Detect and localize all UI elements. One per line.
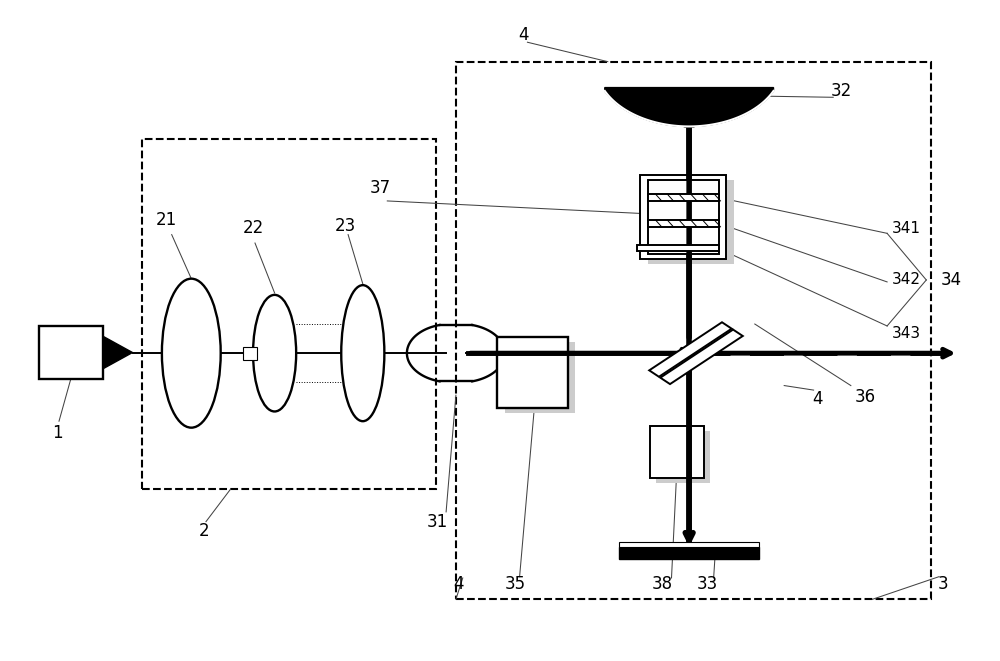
- Text: 33: 33: [697, 576, 718, 594]
- Polygon shape: [605, 87, 774, 126]
- Bar: [619, 547, 759, 559]
- Bar: [619, 87, 759, 100]
- Text: 343: 343: [892, 327, 921, 341]
- Bar: [650, 426, 704, 478]
- Text: 23: 23: [335, 217, 356, 235]
- Text: 3: 3: [938, 576, 948, 594]
- Bar: [640, 175, 726, 259]
- Text: 4: 4: [812, 389, 823, 408]
- Bar: [39, 326, 103, 379]
- Bar: [505, 342, 575, 413]
- Text: 4: 4: [518, 26, 529, 44]
- Text: 31: 31: [427, 513, 448, 531]
- Text: 2: 2: [199, 522, 209, 540]
- Text: 36: 36: [855, 387, 876, 406]
- Text: 22: 22: [242, 219, 264, 237]
- Polygon shape: [660, 330, 743, 384]
- Text: 37: 37: [370, 179, 391, 197]
- Text: 32: 32: [830, 82, 852, 100]
- Ellipse shape: [341, 285, 384, 421]
- Bar: [243, 346, 257, 360]
- Text: 35: 35: [505, 576, 526, 594]
- Text: 21: 21: [156, 212, 177, 229]
- Ellipse shape: [162, 279, 221, 428]
- Bar: [656, 431, 710, 483]
- Text: 4: 4: [454, 576, 464, 594]
- Bar: [648, 180, 719, 254]
- Text: 341: 341: [892, 221, 921, 236]
- Polygon shape: [649, 323, 732, 377]
- Bar: [637, 245, 719, 251]
- Bar: [648, 180, 734, 264]
- Bar: [648, 194, 719, 201]
- Polygon shape: [103, 336, 132, 369]
- Text: 342: 342: [892, 272, 921, 288]
- Ellipse shape: [253, 295, 296, 411]
- Text: 38: 38: [652, 576, 673, 594]
- Bar: [619, 542, 759, 547]
- Text: 1: 1: [52, 424, 62, 442]
- Bar: [648, 220, 719, 227]
- Text: 34: 34: [941, 271, 962, 289]
- Bar: [497, 337, 568, 408]
